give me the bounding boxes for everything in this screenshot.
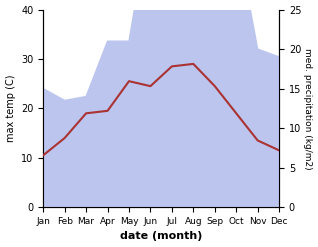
X-axis label: date (month): date (month): [120, 231, 202, 242]
Y-axis label: max temp (C): max temp (C): [5, 75, 16, 142]
Y-axis label: med. precipitation (kg/m2): med. precipitation (kg/m2): [303, 48, 313, 169]
